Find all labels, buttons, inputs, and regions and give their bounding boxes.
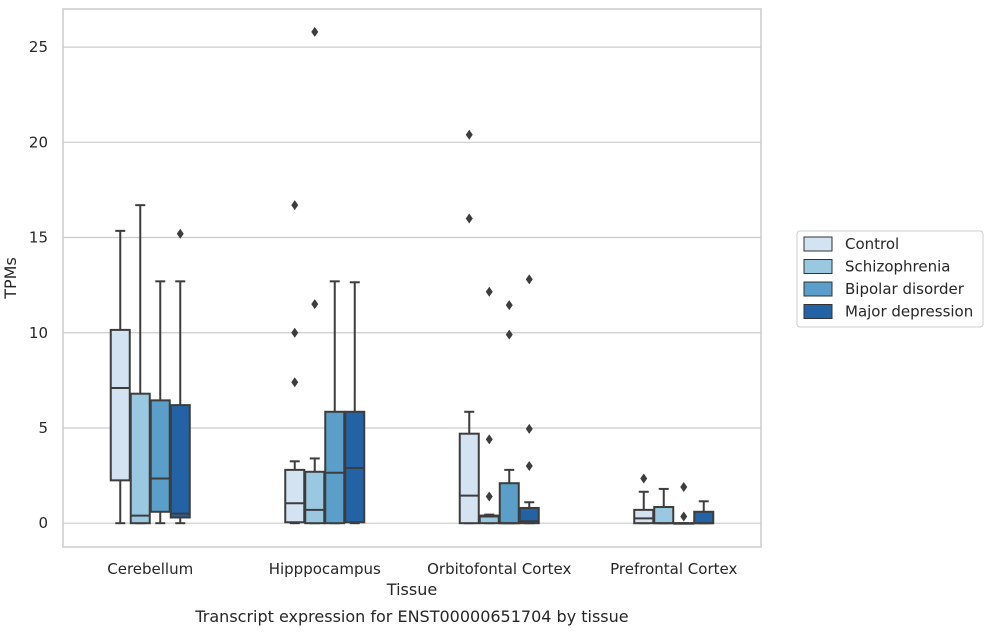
y-tick-label: 20 [29, 133, 48, 151]
plot-area-frame [62, 8, 762, 548]
x-tick-labels: Cerebellum Hipppocampus Orbitofontal Corte… [107, 560, 737, 578]
outlier-point [176, 228, 184, 239]
legend-swatch [803, 259, 833, 274]
box-schizophrenia-2 [478, 286, 500, 525]
box-body [284, 468, 306, 524]
box-schizophrenia-3 [653, 487, 675, 525]
box-bipolar-disorder-1 [324, 280, 346, 525]
box-schizophrenia-1 [304, 26, 326, 525]
y-tick-label: 10 [29, 324, 48, 342]
outlier-point [485, 286, 493, 297]
outlier-point [291, 327, 299, 338]
outlier-point [291, 200, 299, 211]
outlier-point [505, 329, 513, 340]
box-body [324, 410, 346, 525]
legend-label: Major depression [845, 303, 973, 321]
box-schizophrenia-0 [129, 204, 151, 525]
x-tick-label: Orbitofontal Cortex [427, 560, 571, 578]
outlier-point [465, 213, 473, 224]
box-bipolar-disorder-2 [498, 300, 520, 525]
y-tick-label: 5 [38, 419, 48, 437]
box-bipolar-disorder-3 [673, 482, 695, 525]
legend: Control Schizophrenia Bipolar disorder Majo… [796, 230, 984, 328]
x-tick-label: Prefrontal Cortex [610, 560, 737, 578]
x-tick-label: Hipppocampus [269, 560, 381, 578]
box-major-depression-0 [169, 228, 191, 525]
box-body [498, 482, 520, 525]
outlier-point [680, 482, 688, 493]
outlier-point [311, 299, 319, 310]
outlier-point [311, 26, 319, 37]
box-body [633, 508, 655, 525]
box-body [109, 328, 131, 482]
y-axis-label: TPMs [1, 257, 20, 300]
chart-caption: Transcript expression for ENST0000065170… [194, 607, 628, 626]
outlier-point [525, 423, 533, 434]
outlier-point [640, 473, 648, 484]
y-tick-labels: 0 5 10 15 20 25 [29, 38, 48, 532]
outlier-point [680, 511, 688, 522]
outlier-point [525, 461, 533, 472]
box-series [109, 26, 715, 525]
box-body [693, 510, 715, 525]
legend-swatch [803, 304, 833, 319]
outlier-point [291, 377, 299, 388]
outlier-point [505, 300, 513, 311]
x-tick-label: Cerebellum [107, 560, 193, 578]
legend-frame [796, 230, 984, 328]
box-body [149, 399, 171, 513]
box-control-3 [633, 473, 655, 525]
y-tick-label: 15 [29, 229, 48, 247]
outlier-point [485, 434, 493, 445]
box-body [304, 470, 326, 525]
legend-swatch [803, 281, 833, 297]
box-control-1 [284, 200, 306, 525]
box-control-2 [458, 129, 480, 525]
y-tick-label: 0 [38, 514, 48, 532]
y-tick-label: 25 [29, 38, 48, 56]
x-axis-label: Tissue [386, 580, 437, 599]
outlier-point [485, 491, 493, 502]
legend-label: Schizophrenia [845, 258, 950, 276]
legend-label: Bipolar disorder [845, 280, 965, 298]
box-body [458, 432, 480, 525]
outlier-point [525, 274, 533, 285]
box-body [129, 392, 151, 525]
outlier-point [465, 129, 473, 140]
box-bipolar-disorder-0 [149, 280, 171, 525]
box-control-0 [109, 229, 131, 525]
box-major-depression-2 [518, 274, 540, 525]
box-major-depression-1 [344, 281, 366, 525]
box-major-depression-3 [693, 500, 715, 525]
box-body [653, 506, 675, 525]
legend-label: Control [845, 235, 899, 253]
legend-swatch [803, 236, 833, 252]
box-body [518, 506, 540, 525]
box-body [169, 404, 191, 519]
